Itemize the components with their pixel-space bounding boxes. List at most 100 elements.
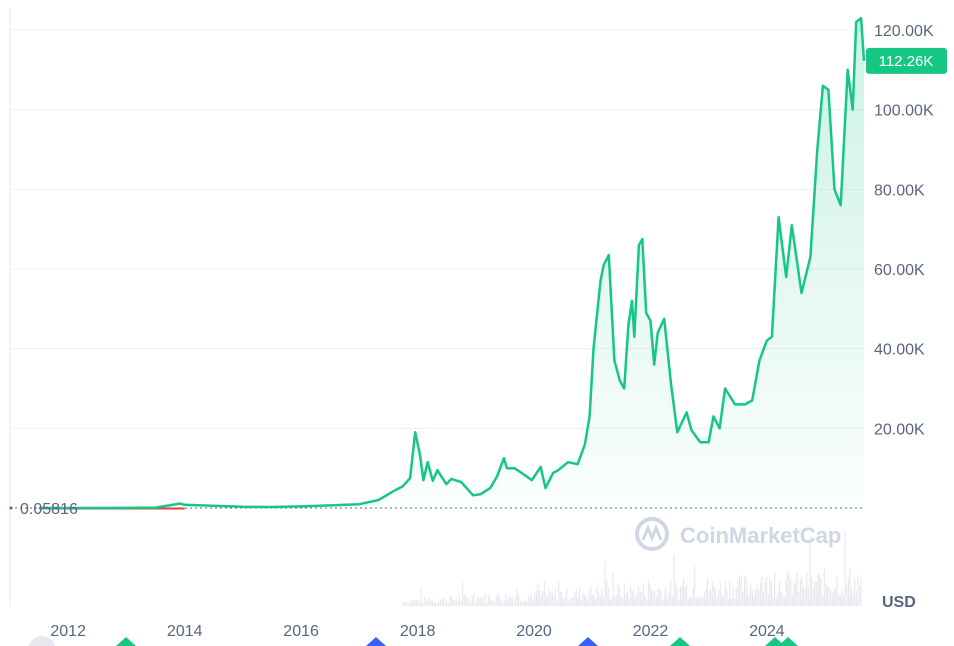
volume-bar: [422, 603, 424, 606]
volume-bar: [628, 598, 630, 606]
volume-bar: [644, 595, 646, 606]
volume-bar: [441, 598, 443, 606]
event-markers: [28, 636, 798, 646]
volume-bar: [694, 566, 696, 606]
volume-bar: [407, 603, 409, 606]
volume-bar: [740, 576, 742, 606]
volume-bar: [841, 587, 843, 606]
volume-bar: [465, 596, 467, 606]
volume-bar: [457, 601, 459, 606]
volume-bar: [511, 596, 513, 606]
volume-bar: [494, 601, 496, 606]
price-area: [38, 18, 864, 508]
volume-bar: [556, 601, 558, 606]
volume-bar: [491, 600, 492, 606]
volume-bar: [823, 568, 825, 606]
volume-bar: [710, 588, 712, 606]
volume-bar: [670, 580, 672, 606]
volume-bar: [545, 593, 547, 606]
volume-bar: [607, 587, 609, 606]
volume-bar: [614, 595, 616, 606]
volume-bar: [663, 590, 665, 606]
volume-bar: [521, 601, 523, 606]
volume-bar: [561, 591, 563, 606]
volume-bar: [708, 591, 710, 606]
event-marker-green-icon: [765, 637, 785, 646]
volume-bar: [601, 588, 603, 606]
volume-bar: [745, 577, 747, 606]
volume-bar: [420, 587, 422, 606]
volume-bar: [750, 584, 752, 606]
watermark: CoinMarketCap: [635, 517, 841, 551]
volume-bar: [543, 580, 545, 606]
volume-bar: [707, 579, 708, 606]
volume-bar: [547, 595, 548, 606]
volume-bar: [651, 589, 652, 606]
volume-bar: [526, 601, 528, 606]
volume-bar: [484, 593, 486, 606]
volume-bar: [825, 583, 827, 606]
volume-bar: [638, 586, 640, 606]
volume-bar: [510, 597, 512, 606]
volume-bar: [724, 581, 726, 606]
volume-bar: [505, 593, 507, 606]
volume-bar: [507, 600, 508, 606]
volume-bar: [529, 595, 531, 606]
volume-bar: [579, 587, 580, 606]
volume-bar: [809, 536, 811, 606]
volume-bar: [851, 589, 852, 606]
volume-bar: [411, 602, 412, 606]
volume-bar: [574, 592, 576, 606]
watermark-label: CoinMarketCap: [680, 523, 841, 548]
volume-bar: [723, 596, 724, 606]
volume-bar: [606, 580, 608, 606]
volume-bar: [859, 585, 860, 606]
volume-bar: [438, 601, 440, 606]
y-tick-label: 100.00K: [874, 103, 934, 120]
volume-bar: [727, 598, 729, 606]
volume-bar: [409, 600, 411, 606]
volume-bar: [537, 583, 539, 606]
volume-bar: [532, 600, 534, 606]
volume-bar: [835, 587, 836, 606]
volume-bar: [593, 594, 595, 606]
y-tick-label: 80.00K: [874, 182, 925, 199]
volume-bar: [481, 596, 483, 606]
volume-bar: [550, 592, 552, 606]
volume-bar: [447, 603, 449, 606]
volume-bar: [711, 581, 713, 606]
volume-bar: [659, 588, 660, 606]
volume-bar: [623, 583, 625, 606]
y-tick-label: 40.00K: [874, 342, 925, 359]
volume-bar: [633, 589, 635, 606]
volume-bar: [473, 593, 475, 606]
volume-bar: [439, 599, 441, 606]
volume-bar: [603, 597, 604, 606]
event-marker-gray-icon: [28, 636, 56, 646]
volume-bar: [551, 591, 553, 606]
volume-bar: [495, 596, 497, 606]
volume-bar: [414, 600, 416, 606]
volume-bar: [489, 595, 491, 606]
volume-bar: [783, 597, 785, 606]
volume-bar: [500, 599, 502, 606]
volume-bar: [735, 588, 737, 606]
volume-bar: [467, 597, 468, 606]
currency-label: USD: [882, 594, 916, 611]
volume-bar: [486, 602, 488, 606]
volume-bar: [716, 596, 718, 606]
volume-bar: [671, 596, 673, 606]
y-tick-label: 60.00K: [874, 262, 925, 279]
volume-bar: [591, 594, 593, 606]
volume-bar: [527, 596, 529, 606]
volume-bar: [548, 588, 550, 606]
y-tick-label: 20.00K: [874, 421, 925, 438]
volume-bar: [743, 576, 745, 606]
volume-bar: [718, 589, 720, 606]
volume-bar: [796, 571, 798, 606]
volume-bar: [423, 597, 425, 606]
volume-bar: [620, 595, 622, 606]
volume-bar: [766, 576, 768, 606]
volume-bar: [803, 586, 804, 606]
volume-bar: [460, 600, 462, 606]
